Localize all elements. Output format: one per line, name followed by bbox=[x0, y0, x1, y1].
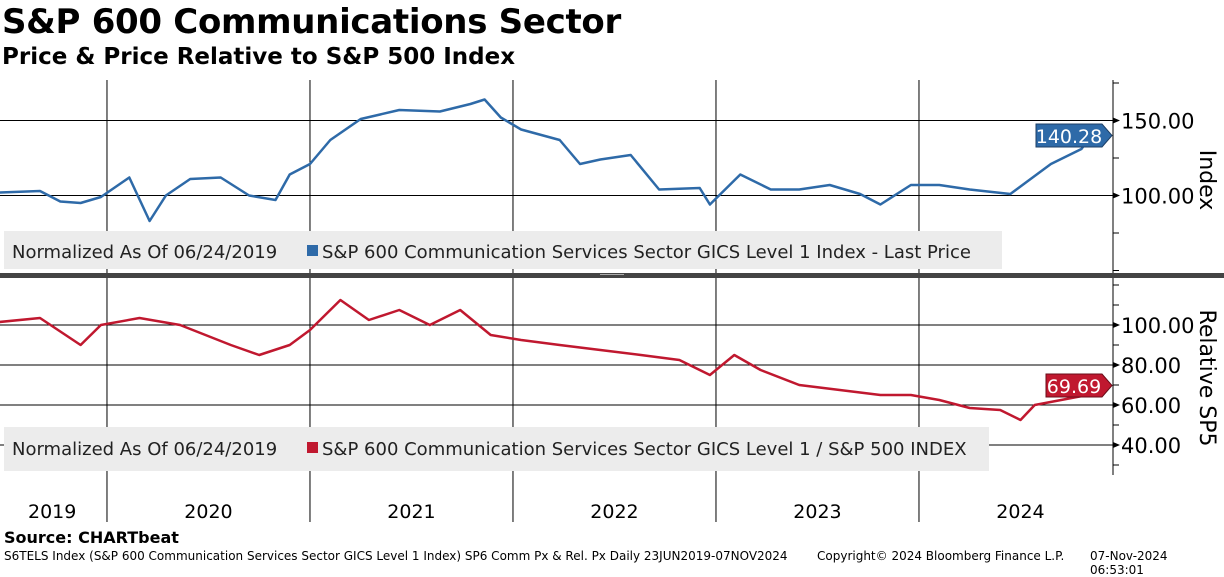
bottom-legend-normalized: Normalized As Of 06/24/2019 bbox=[12, 439, 277, 460]
bottom-legend-swatch bbox=[307, 442, 318, 453]
y-tick-label: 80.00 bbox=[1121, 354, 1181, 378]
y-tick-arrow bbox=[1113, 362, 1120, 368]
y-tick-label: 100.00 bbox=[1121, 185, 1194, 209]
y-tick-label: 40.00 bbox=[1121, 434, 1181, 458]
y-tick-arrow bbox=[1113, 193, 1120, 199]
y-tick-arrow bbox=[1113, 322, 1120, 328]
ticker-info: S6TELS Index (S&P 600 Communication Serv… bbox=[4, 549, 788, 563]
bottom-legend-series: S&P 600 Communication Services Sector GI… bbox=[322, 439, 967, 460]
top-axis-title: Index bbox=[1194, 150, 1219, 211]
x-tick-label-2021: 2021 bbox=[387, 501, 435, 523]
timestamp: 07-Nov-2024 06:53:01 bbox=[1090, 549, 1224, 577]
top-last-value: 140.28 bbox=[1036, 126, 1102, 148]
y-tick-arrow bbox=[1113, 442, 1120, 448]
x-tick-label-2022: 2022 bbox=[590, 501, 638, 523]
source-label: Source: CHARTbeat bbox=[4, 528, 179, 547]
index-price-line bbox=[0, 100, 1091, 222]
top-legend-normalized: Normalized As Of 06/24/2019 bbox=[12, 242, 277, 263]
separator-grip bbox=[600, 274, 624, 275]
copyright: Copyright© 2024 Bloomberg Finance L.P. bbox=[817, 549, 1064, 563]
x-tick-label-2019: 2019 bbox=[28, 501, 76, 523]
relative-price-line bbox=[0, 300, 1091, 420]
bottom-axis-title: Relative SP5 bbox=[1194, 310, 1219, 447]
panel-separator[interactable] bbox=[0, 273, 1224, 278]
y-tick-label: 60.00 bbox=[1121, 394, 1181, 418]
y-tick-arrow bbox=[1113, 402, 1120, 408]
x-tick-label-2023: 2023 bbox=[793, 501, 841, 523]
top-legend-series: S&P 600 Communication Services Sector GI… bbox=[322, 242, 971, 263]
x-tick-label-2024: 2024 bbox=[996, 501, 1044, 523]
bottom-last-value: 69.69 bbox=[1047, 376, 1101, 398]
y-tick-label: 100.00 bbox=[1121, 314, 1194, 338]
x-tick-label-2020: 2020 bbox=[184, 501, 232, 523]
y-tick-label: 150.00 bbox=[1121, 110, 1194, 134]
top-legend-swatch bbox=[307, 245, 318, 256]
y-tick-arrow bbox=[1113, 118, 1120, 124]
